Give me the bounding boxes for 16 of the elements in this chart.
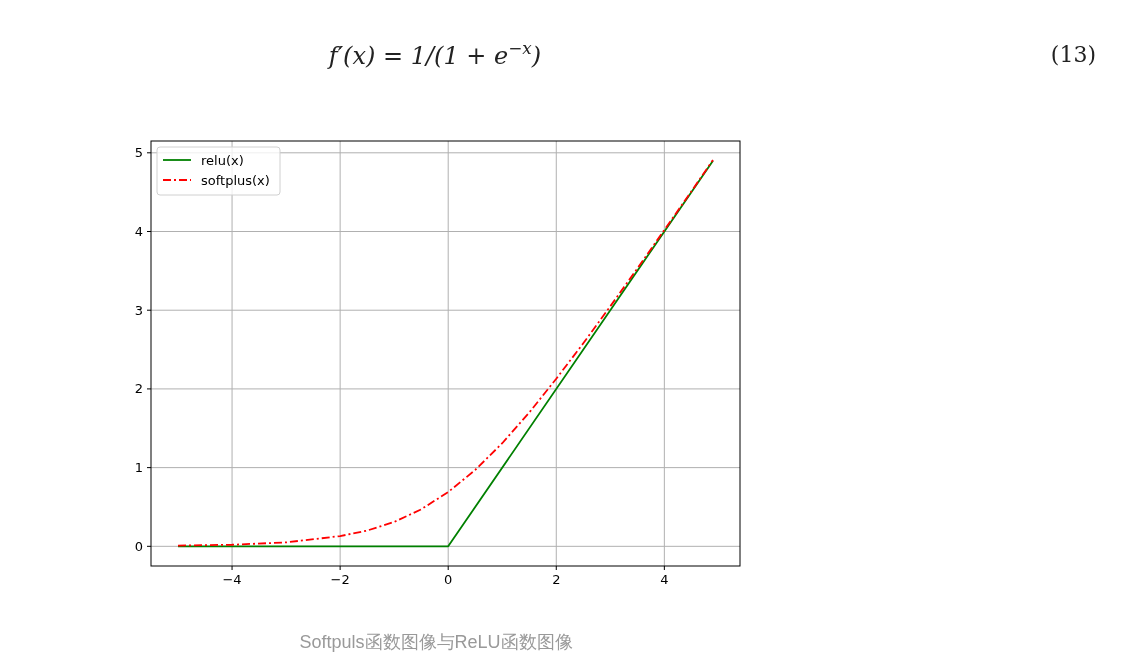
y-tick-label: 4	[134, 224, 143, 240]
x-tick-label: 0	[444, 572, 453, 587]
legend-label: relu(x)	[201, 152, 244, 168]
x-tick-label: −2	[330, 572, 350, 587]
x-tick-label: 4	[660, 572, 669, 587]
y-tick-label: 1	[134, 460, 143, 476]
y-tick-label: 3	[134, 302, 143, 318]
legend-label: softplus(x)	[201, 172, 270, 188]
x-tick-label: −4	[222, 572, 242, 587]
text: (13)	[1050, 42, 1096, 67]
y-tick-label: 0	[134, 538, 143, 554]
y-tick-label: 5	[134, 145, 143, 161]
text: f′(x) = 1/(1 + e$^{−x}$)	[326, 38, 542, 70]
text: Softpuls函数图像与ReLU函数图像	[299, 632, 573, 652]
x-tick-label: 2	[552, 572, 561, 587]
y-tick-label: 2	[134, 381, 143, 397]
